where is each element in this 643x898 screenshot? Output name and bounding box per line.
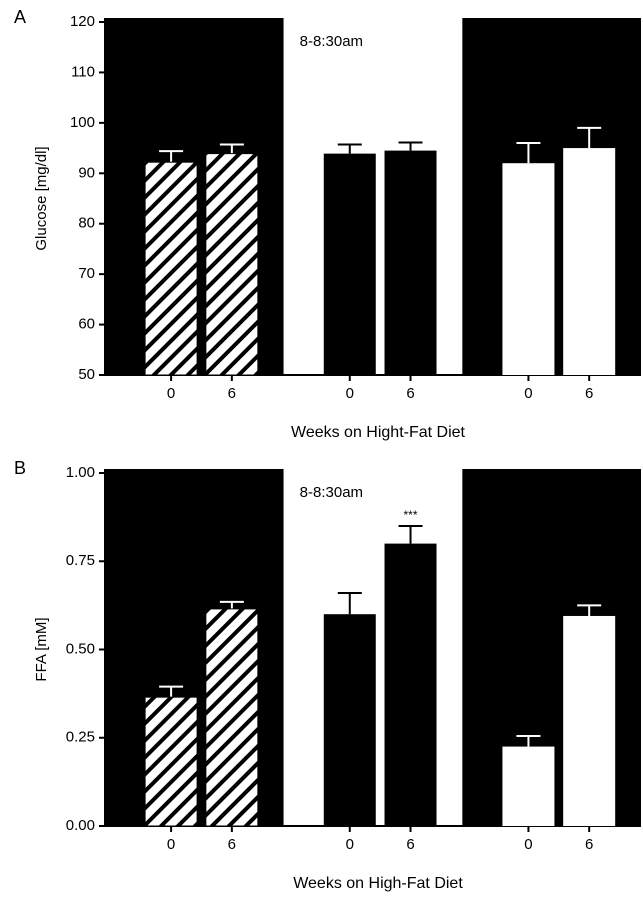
y-tick-label: 120 xyxy=(70,13,95,30)
bar xyxy=(502,163,555,375)
significance-label: *** xyxy=(404,508,418,522)
panel-letter: B xyxy=(14,458,26,478)
significance-label: *** xyxy=(582,588,596,602)
group-label: 6-8pm xyxy=(478,484,521,501)
bar xyxy=(384,150,437,375)
bar xyxy=(563,615,616,826)
x-tick-label: 0 xyxy=(524,385,532,402)
x-tick-label: 6 xyxy=(228,836,236,853)
y-tick-label: 80 xyxy=(78,215,95,232)
bar xyxy=(323,153,376,375)
y-axis-label: FFA [mM] xyxy=(33,617,50,681)
x-tick-label: 6 xyxy=(406,385,414,402)
y-axis-label: Glucose [mg/dl] xyxy=(33,146,50,250)
y-tick-label: 0.00 xyxy=(66,817,95,834)
y-tick-label: 110 xyxy=(71,63,95,80)
x-axis-label: Weeks on High-Fat Diet xyxy=(293,875,463,892)
x-tick-label: 0 xyxy=(167,836,175,853)
y-tick-label: 1.00 xyxy=(66,464,95,481)
y-tick-label: 50 xyxy=(78,366,95,383)
group-label: 2-4am xyxy=(121,33,164,50)
y-tick-label: 60 xyxy=(78,316,95,333)
x-tick-label: 6 xyxy=(585,836,593,853)
panel-letter: A xyxy=(14,7,26,27)
x-tick-label: 0 xyxy=(524,836,532,853)
y-tick-label: 0.75 xyxy=(66,552,95,569)
bar xyxy=(323,614,376,826)
y-tick-label: 0.50 xyxy=(66,640,95,657)
bar xyxy=(384,543,437,826)
x-tick-label: 0 xyxy=(167,385,175,402)
y-tick-label: 0.25 xyxy=(66,729,95,746)
x-tick-label: 6 xyxy=(228,385,236,402)
x-tick-label: 6 xyxy=(585,385,593,402)
x-tick-label: 6 xyxy=(406,836,414,853)
bar xyxy=(144,696,198,827)
bar xyxy=(144,161,198,376)
group-label: 6-8pm xyxy=(478,33,521,50)
y-tick-label: 70 xyxy=(78,265,95,282)
group-label: 8-8:30am xyxy=(300,33,363,50)
y-tick-label: 90 xyxy=(78,164,95,181)
y-tick-label: 100 xyxy=(70,114,95,131)
group-label: 8-8:30am xyxy=(300,484,363,501)
x-tick-label: 0 xyxy=(346,836,354,853)
bar xyxy=(205,608,259,827)
bar xyxy=(205,153,259,376)
bar xyxy=(563,148,616,375)
x-axis-label: Weeks on Hight-Fat Diet xyxy=(291,424,466,441)
significance-label: *** xyxy=(225,584,239,598)
bar xyxy=(502,746,555,826)
group-label: 2-4am xyxy=(121,484,164,501)
x-tick-label: 0 xyxy=(346,385,354,402)
